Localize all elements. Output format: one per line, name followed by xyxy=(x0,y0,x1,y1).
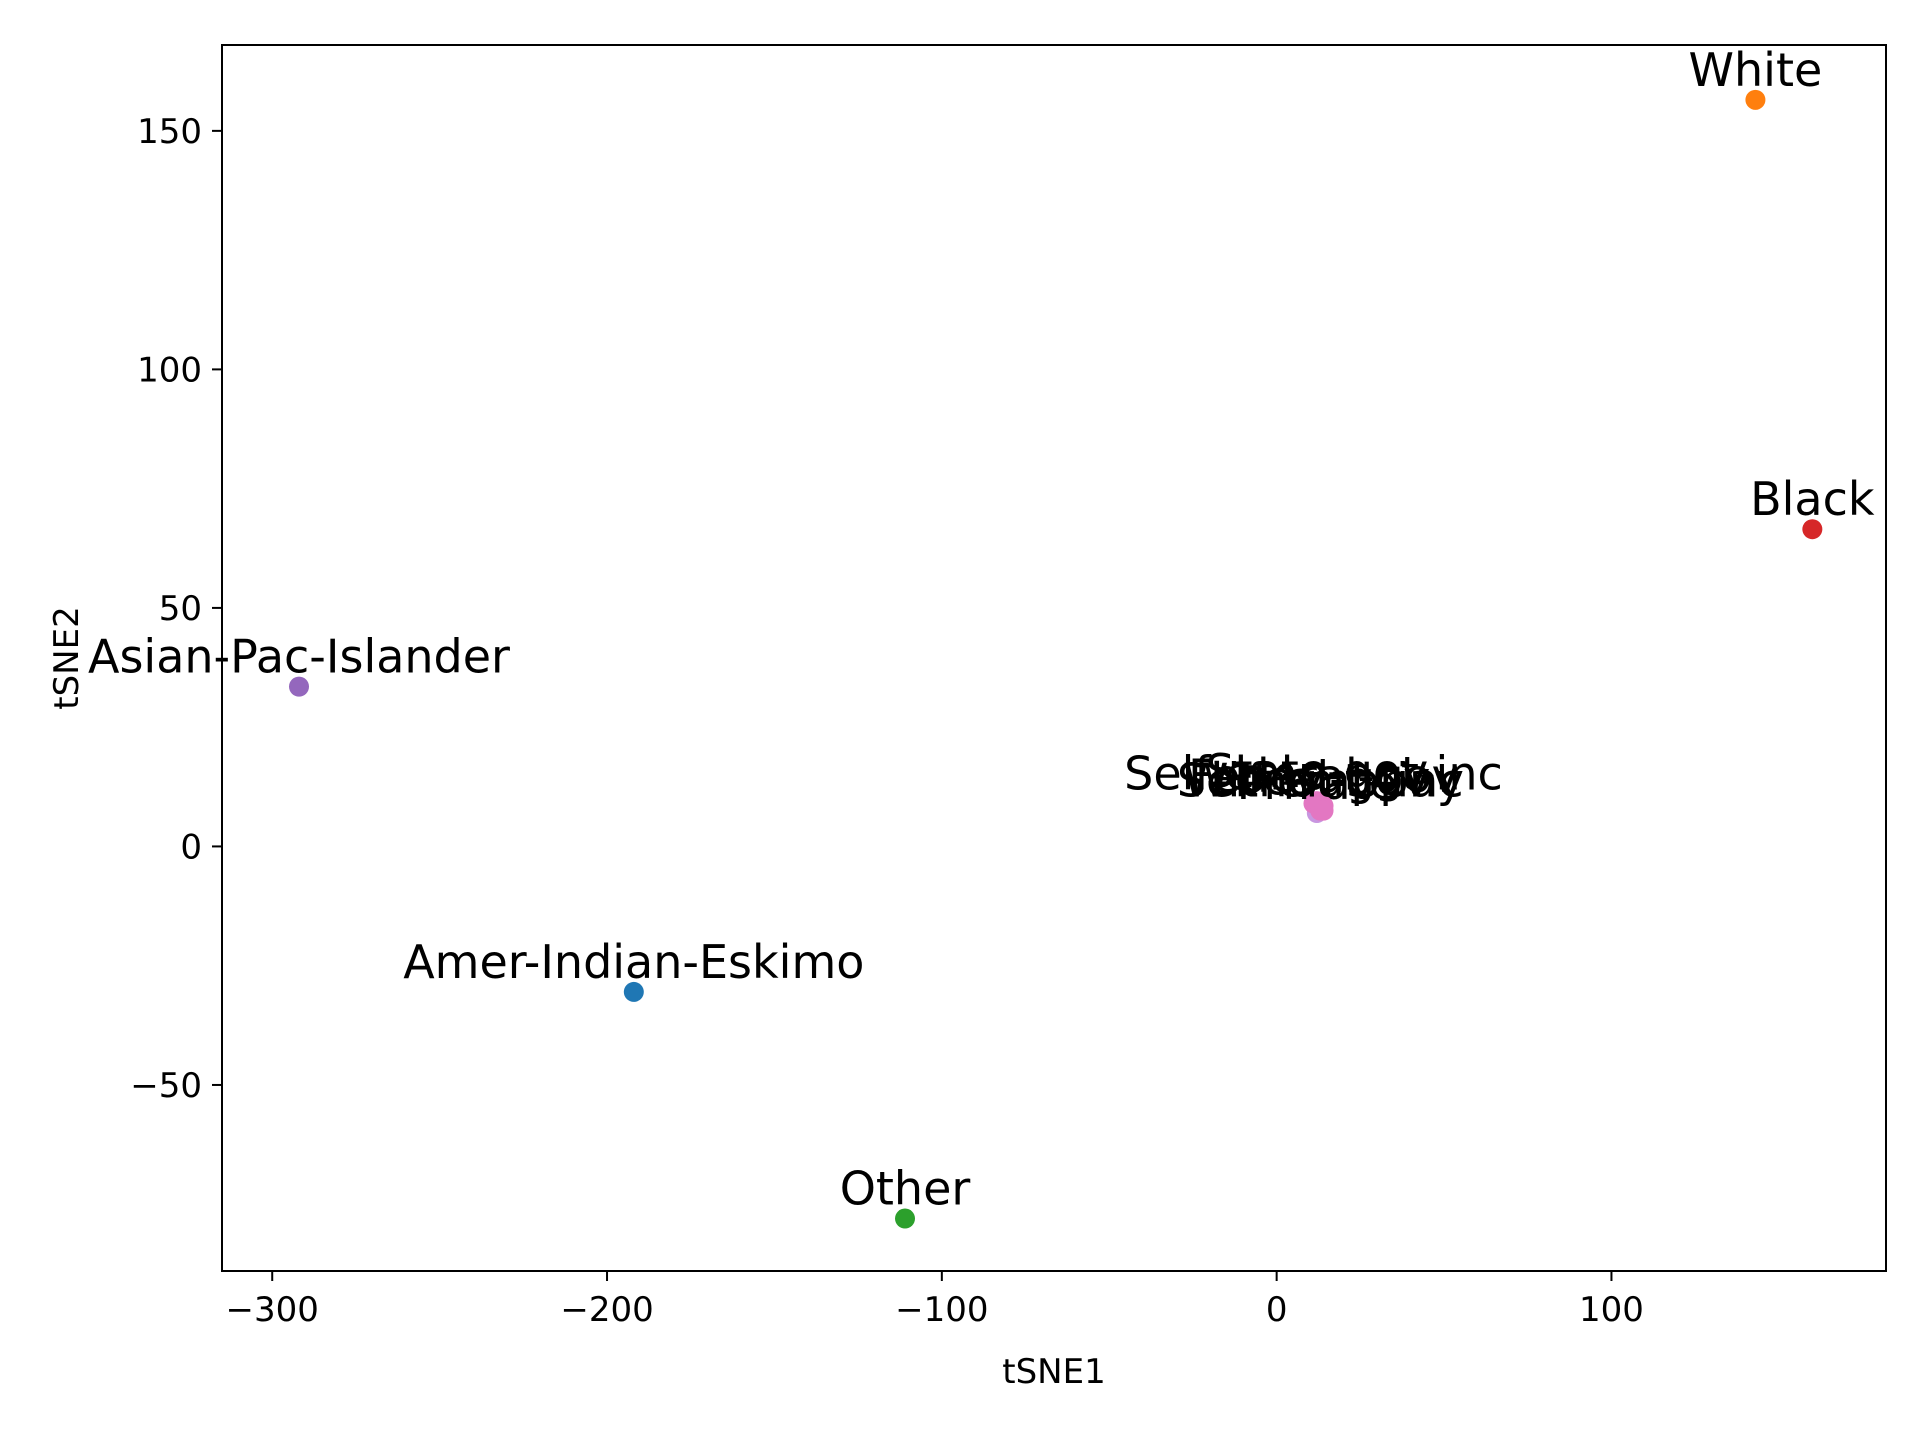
point-label: Self-emp-inc xyxy=(1177,754,1464,808)
x-tick-label: −100 xyxy=(895,1290,988,1330)
data-point xyxy=(289,676,310,697)
point-label: Asian-Pac-Islander xyxy=(88,630,510,684)
data-point xyxy=(623,981,644,1002)
point-label: White xyxy=(1689,43,1823,97)
x-tick-label: 0 xyxy=(1266,1290,1288,1330)
data-point xyxy=(1745,89,1766,110)
point-label: Black xyxy=(1750,472,1875,526)
point-label: Without-pay xyxy=(1183,754,1464,808)
data-points: White Black Asian-Pac-Islander Amer-Indian-… xyxy=(88,43,1875,1229)
x-axis-ticks: −300 −200 −100 0 100 xyxy=(226,1271,1644,1330)
y-tick-label: −50 xyxy=(130,1066,202,1106)
point-label: Amer-Indian-Eskimo xyxy=(403,935,864,989)
plot-area xyxy=(222,45,1886,1271)
data-point xyxy=(895,1208,916,1229)
y-axis-title: tSNE2 xyxy=(47,606,87,709)
data-point xyxy=(1802,519,1823,540)
plot-frame xyxy=(221,44,1887,1272)
y-tick-label: 150 xyxy=(137,112,202,152)
data-point xyxy=(1313,800,1334,821)
y-tick-label: 50 xyxy=(159,589,202,629)
y-tick-label: 100 xyxy=(137,350,202,390)
point-label: Self-emp-not-inc xyxy=(1124,746,1503,800)
x-tick-label: −300 xyxy=(226,1290,319,1330)
y-axis-ticks: −50 0 50 100 150 xyxy=(130,112,222,1106)
x-axis-title: tSNE1 xyxy=(1002,1352,1105,1392)
point-label: Federal-gov xyxy=(1188,749,1459,803)
x-tick-label: 100 xyxy=(1579,1290,1644,1330)
x-tick-label: −200 xyxy=(560,1290,653,1330)
y-tick-label: 0 xyxy=(180,827,202,867)
point-label: State-gov xyxy=(1205,744,1428,798)
point-label: Other xyxy=(840,1162,971,1216)
